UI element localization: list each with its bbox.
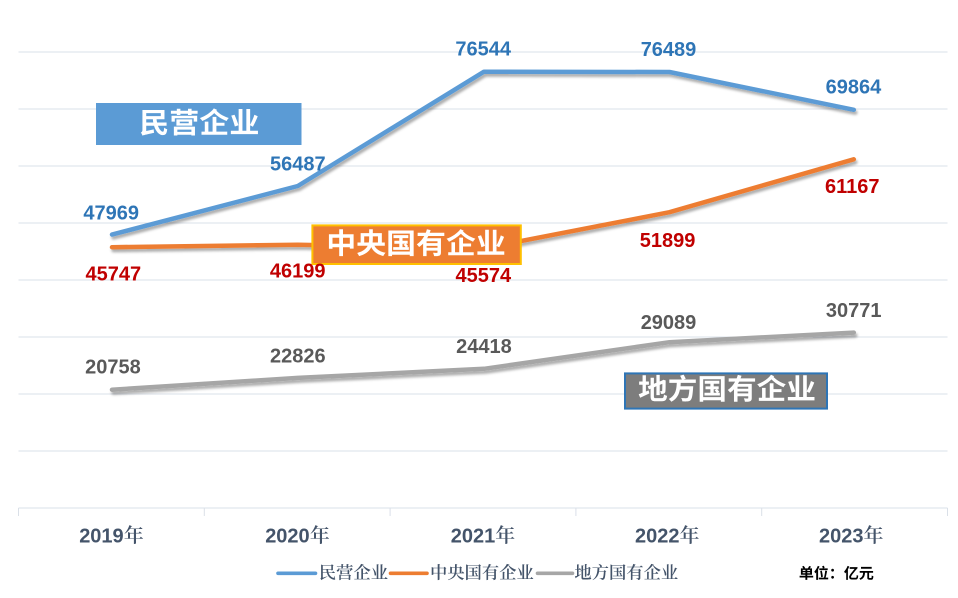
svg-text:2023: 2023 [819,525,864,547]
svg-text:61167: 61167 [825,176,880,198]
svg-text:2022: 2022 [635,525,680,547]
svg-text:76489: 76489 [641,39,697,61]
svg-text:22826: 22826 [270,345,326,367]
svg-text:45747: 45747 [85,264,141,286]
svg-text:69864: 69864 [826,76,882,98]
svg-text:51899: 51899 [640,230,696,252]
svg-text:2020: 2020 [265,525,310,547]
svg-text:20758: 20758 [85,356,141,378]
svg-text:45574: 45574 [455,265,511,287]
svg-text:24418: 24418 [456,336,512,358]
svg-text:56487: 56487 [270,153,326,175]
svg-text:2021: 2021 [451,525,496,547]
svg-text:46199: 46199 [270,260,326,282]
svg-text:47969: 47969 [83,202,139,224]
svg-text:30771: 30771 [826,300,882,322]
svg-text:2019: 2019 [79,525,124,547]
svg-text:29089: 29089 [641,312,697,334]
svg-text:76544: 76544 [455,38,511,60]
